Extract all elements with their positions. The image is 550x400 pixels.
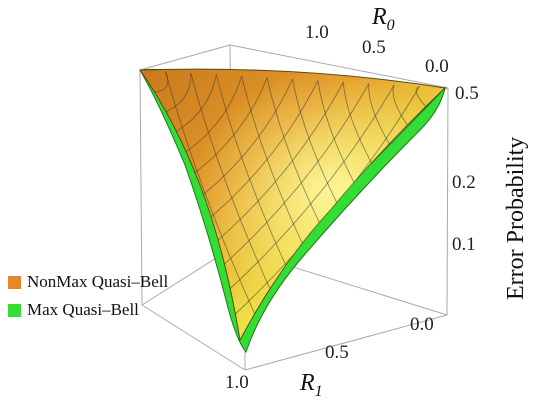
z-axis-title: Error Probability xyxy=(503,137,529,300)
legend: NonMax Quasi–Bell Max Quasi–Bell xyxy=(8,268,168,324)
mesh-line-u xyxy=(189,78,293,206)
mesh-line-v xyxy=(190,72,275,299)
z-tick-1: 0.5 xyxy=(455,83,479,104)
legend-item-max: Max Quasi–Bell xyxy=(8,296,168,324)
mesh-line-u xyxy=(223,84,395,296)
r1-axis-title: R1 xyxy=(299,370,323,400)
r1-tick-3: 0.0 xyxy=(410,314,434,335)
r0-tick-3: 0.0 xyxy=(425,56,449,77)
mesh-line-v xyxy=(241,75,309,257)
nonmax-quasi-bell-surface xyxy=(139,68,447,342)
mesh-line-u xyxy=(214,83,370,273)
legend-label-max: Max Quasi–Bell xyxy=(27,300,139,319)
surface-mesh xyxy=(148,71,429,320)
legend-swatch-nonmax xyxy=(8,275,21,289)
r1-tick-2: 0.5 xyxy=(325,342,349,363)
r0-axis-title: R0 xyxy=(371,4,395,34)
r0-tick-1: 1.0 xyxy=(305,22,329,43)
r0-tick-2: 0.5 xyxy=(362,37,386,58)
z-tick-2: 0.2 xyxy=(452,172,476,193)
mesh-line-v xyxy=(342,81,378,173)
mesh-line-v xyxy=(164,71,258,320)
mesh-line-v xyxy=(215,74,292,278)
legend-label-nonmax: NonMax Quasi–Bell xyxy=(27,272,169,291)
mesh-line-v xyxy=(415,86,429,110)
mesh-line-v xyxy=(266,77,326,236)
mesh-line-v xyxy=(368,83,395,152)
legend-swatch-max xyxy=(8,303,21,317)
r1-tick-1: 1.0 xyxy=(225,372,249,393)
mesh-line-u xyxy=(206,81,344,251)
z-tick-3: 0.1 xyxy=(452,234,476,255)
mesh-line-v xyxy=(317,80,360,194)
legend-item-nonmax: NonMax Quasi–Bell xyxy=(8,268,168,296)
mesh-line-v xyxy=(292,78,343,215)
